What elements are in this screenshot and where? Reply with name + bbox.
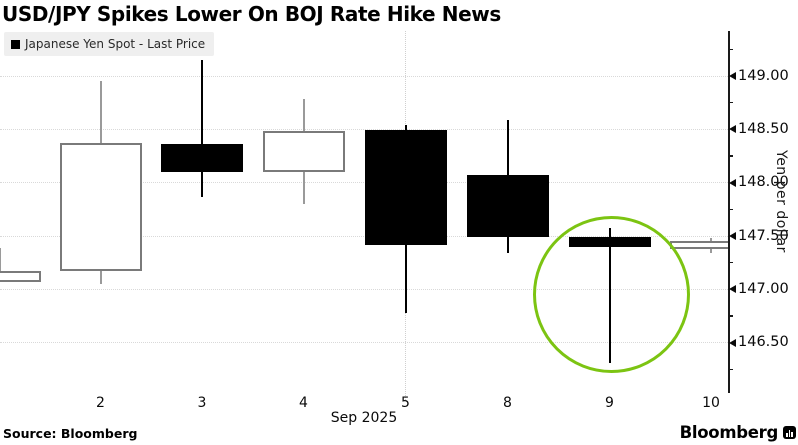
source-credit: Source: Bloomberg (3, 426, 138, 441)
candle-wick (201, 59, 203, 197)
y-tick-label: 148.00 (738, 174, 789, 191)
plot-area (0, 31, 728, 400)
legend-label: Japanese Yen Spot - Last Price (25, 37, 206, 51)
candle-body (670, 241, 728, 249)
y-minor-tick (728, 261, 733, 264)
candle-body (262, 131, 345, 172)
x-tick-label: 2 (96, 395, 105, 411)
candle-wick (0, 247, 1, 282)
y-minor-tick (728, 48, 733, 51)
y-axis-title: Yen per dollar (773, 150, 789, 253)
gridline (0, 235, 728, 237)
y-tick-arrow-icon (729, 72, 736, 80)
gridline (0, 288, 728, 290)
candle-body (466, 175, 549, 238)
y-tick-arrow-icon (729, 178, 736, 187)
y-minor-tick (728, 155, 733, 157)
y-minor-tick (728, 368, 733, 371)
legend-swatch-icon (11, 39, 20, 49)
y-tick-arrow-icon (729, 125, 736, 134)
y-minor-tick (728, 208, 733, 211)
y-tick-label: 147.00 (738, 280, 789, 297)
gridline (0, 182, 728, 184)
gridline (0, 342, 728, 344)
x-tick-label: 3 (197, 395, 207, 411)
y-tick-arrow-icon (729, 232, 736, 241)
candle-body (0, 271, 41, 282)
x-tick-label: 4 (299, 395, 308, 411)
y-tick-label: 147.50 (738, 227, 789, 244)
x-tick-label: 10 (702, 395, 720, 411)
x-tick-label: 5 (401, 395, 410, 411)
y-axis-line (728, 31, 730, 393)
y-tick-label: 149.00 (738, 67, 789, 84)
x-tick-label: 9 (605, 395, 614, 411)
gridline (0, 128, 728, 130)
candle-body (364, 130, 447, 245)
candle-body (161, 144, 243, 173)
bloomberg-terminal-icon (783, 426, 796, 439)
y-tick-arrow-icon (729, 285, 736, 294)
bloomberg-logo: Bloomberg (680, 423, 796, 442)
annotation-circle (532, 216, 690, 373)
legend: Japanese Yen Spot - Last Price (4, 32, 215, 56)
gridline (0, 75, 728, 77)
x-axis-title: Sep 2025 (330, 410, 398, 426)
bloomberg-wordmark: Bloomberg (679, 423, 779, 442)
chart-title: USD/JPY Spikes Lower On BOJ Rate Hike Ne… (2, 2, 501, 26)
y-tick-label: 146.50 (738, 334, 789, 351)
y-minor-tick (728, 101, 733, 104)
y-tick-arrow-icon (729, 338, 736, 347)
x-tick-label: 8 (503, 395, 512, 411)
y-tick-label: 148.50 (738, 120, 789, 137)
y-minor-tick (728, 315, 733, 317)
candle-body (59, 143, 142, 272)
